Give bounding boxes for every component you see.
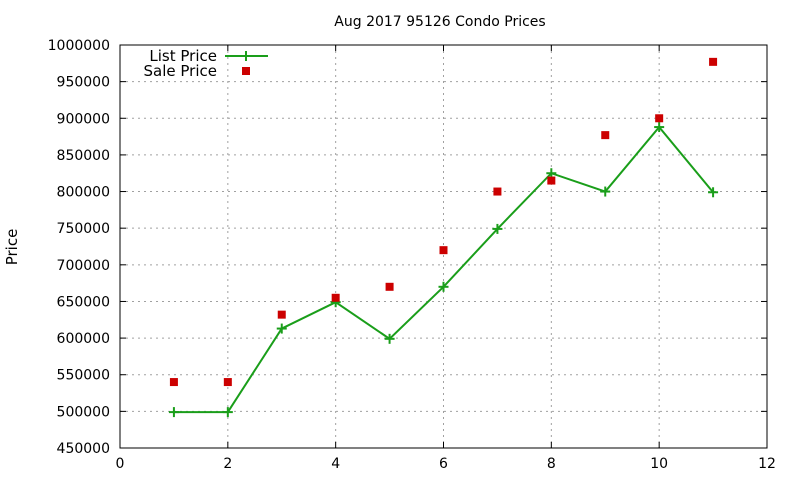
list-price-point	[222, 407, 233, 418]
sale-price-point	[331, 293, 340, 302]
list-price-point	[384, 333, 395, 344]
y-tick-label: 850000	[57, 148, 110, 164]
sale-price-point	[547, 176, 556, 185]
list-price-point	[708, 187, 719, 198]
y-tick-label: 950000	[57, 75, 110, 91]
y-tick-label: 800000	[57, 185, 110, 201]
sale-price-point	[655, 114, 664, 123]
grid	[120, 45, 767, 448]
y-tick-label: 700000	[57, 258, 110, 274]
sale-price-point	[223, 378, 232, 387]
legend-label-sale-price: Sale Price	[144, 62, 217, 80]
legend-label-list-price: List Price	[149, 47, 217, 65]
y-tick-label: 500000	[57, 404, 110, 420]
y-tick-label: 650000	[57, 294, 110, 310]
series	[168, 57, 719, 418]
list-price-point	[600, 186, 611, 197]
tick-labels: 0 2 4 6 8 10 12 450000 500000 550000 600000 650000 7…	[48, 38, 776, 472]
list-price-point	[168, 407, 179, 418]
sale-price-point	[169, 378, 178, 387]
legend: List Price Sale Price	[144, 47, 268, 80]
sale-price-point	[709, 57, 718, 66]
y-tick-label: 450000	[57, 441, 110, 457]
y-tick-label: 1000000	[48, 38, 110, 54]
list-price-point	[492, 223, 503, 234]
sale-price-point	[277, 310, 286, 319]
x-tick-label: 4	[331, 456, 340, 472]
x-tick-label: 2	[223, 456, 232, 472]
x-tick-label: 10	[650, 456, 668, 472]
x-tick-label: 0	[116, 456, 125, 472]
y-tick-label: 900000	[57, 111, 110, 127]
y-tick-label: 550000	[57, 368, 110, 384]
legend-marker-list-price	[241, 51, 251, 61]
y-tick-label: 600000	[57, 331, 110, 347]
sale-price-point	[601, 131, 610, 140]
sale-price-point	[493, 187, 502, 196]
list-price-point	[438, 281, 449, 292]
x-tick-label: 12	[758, 456, 776, 472]
x-tick-label: 6	[439, 456, 448, 472]
sale-price-point	[385, 282, 394, 291]
y-tick-label: 750000	[57, 221, 110, 237]
legend-marker-sale-price	[242, 67, 250, 75]
sale-price-point	[439, 246, 448, 255]
list-price-point	[654, 122, 665, 133]
x-tick-label: 8	[547, 456, 556, 472]
list-price-point	[276, 323, 287, 334]
y-axis-label: Price	[3, 229, 21, 266]
chart-title: Aug 2017 95126 Condo Prices	[334, 14, 545, 30]
plot-frame	[119, 44, 768, 449]
